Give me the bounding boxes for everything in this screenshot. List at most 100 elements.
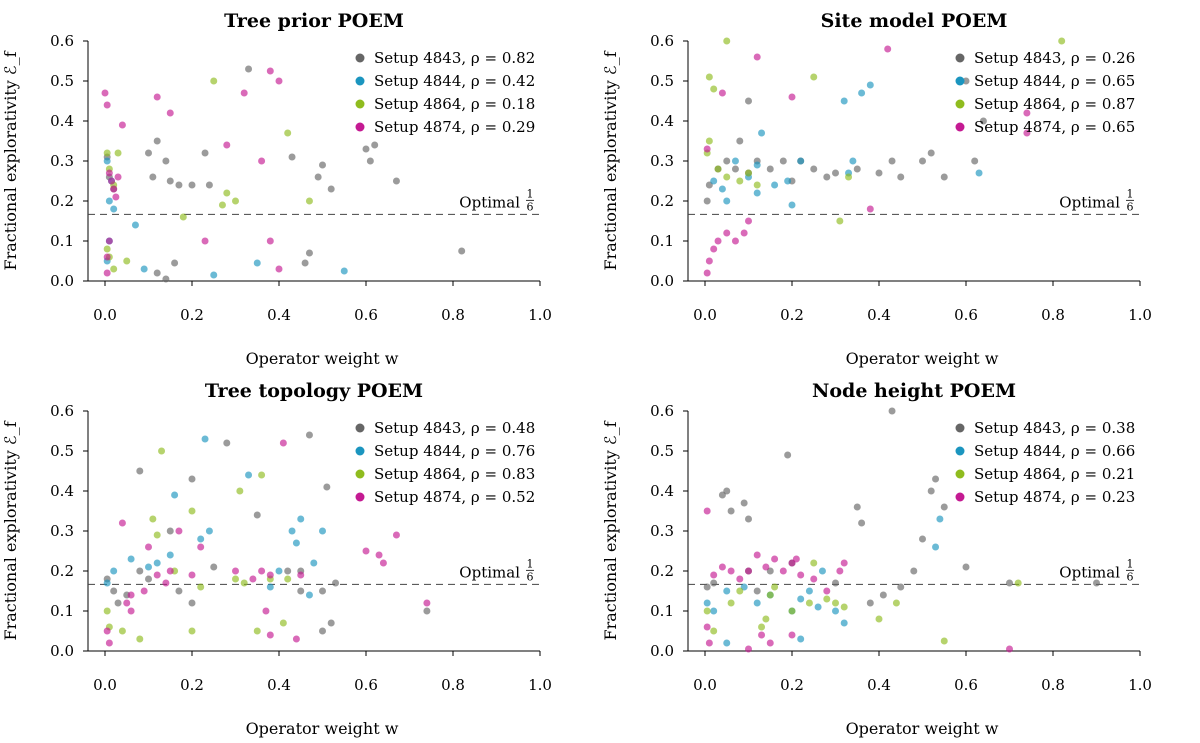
data-point [153, 571, 161, 579]
data-point [175, 527, 183, 535]
data-point [166, 567, 174, 575]
data-point [253, 259, 261, 267]
data-point [101, 89, 109, 97]
optimal-fraction-denominator: 6 [1127, 570, 1134, 583]
data-point [158, 447, 166, 455]
data-point [153, 137, 161, 145]
x-axis-label: Operator weight w [246, 349, 399, 368]
data-point [723, 639, 731, 647]
data-point [103, 269, 111, 277]
data-point [858, 89, 866, 97]
data-point [153, 531, 161, 539]
y-axis-label: Fractional explorativity ℰ_f [601, 50, 620, 270]
legend-marker [955, 53, 965, 63]
data-point [275, 567, 283, 575]
data-point [710, 177, 718, 185]
data-point [731, 157, 739, 165]
data-point [714, 237, 722, 245]
y-tick-label: 0.6 [50, 32, 74, 50]
data-point [266, 571, 274, 579]
data-point [888, 157, 896, 165]
data-point [1014, 579, 1022, 587]
data-point [762, 563, 770, 571]
chart-panel-3: Node height POEM 0.0 0.1 0.2 0.3 0.4 0.5 0.6 0.0… [601, 380, 1152, 738]
data-point [1093, 579, 1100, 587]
data-point [297, 571, 305, 579]
data-point [710, 85, 718, 93]
y-tick-label: 0.4 [50, 482, 74, 500]
data-point [140, 265, 148, 273]
data-point [179, 213, 187, 221]
data-point [284, 567, 292, 575]
legend-entry: Setup 4844, ρ = 0.76 [374, 442, 535, 460]
data-point [940, 503, 948, 511]
data-point [727, 507, 735, 515]
data-point [766, 639, 774, 647]
data-point [149, 515, 157, 523]
data-point [366, 157, 374, 165]
data-point [797, 157, 805, 165]
data-point [753, 53, 761, 61]
legend-entry: Setup 4844, ρ = 0.66 [974, 442, 1135, 460]
data-point [731, 237, 739, 245]
data-point [197, 583, 205, 591]
data-point [112, 193, 120, 201]
data-point [797, 571, 805, 579]
data-point [910, 567, 918, 575]
data-point [823, 173, 831, 181]
data-point [723, 487, 731, 495]
y-tick-label: 0.0 [50, 642, 74, 660]
data-point [853, 165, 861, 173]
data-point [753, 599, 761, 607]
y-tick-label: 0.3 [650, 522, 674, 540]
data-point [853, 503, 861, 511]
data-point [258, 157, 266, 165]
data-point [723, 229, 731, 237]
legend-entry: Setup 4874, ρ = 0.52 [374, 488, 535, 506]
data-point [223, 189, 231, 197]
y-tick-label: 0.6 [650, 402, 674, 420]
y-axis-label: Fractional explorativity ℰ_f [601, 420, 620, 640]
x-tick-label: 0.4 [867, 306, 891, 324]
data-point [705, 137, 713, 145]
optimal-fraction-numerator: 1 [527, 187, 534, 200]
data-point [1058, 37, 1066, 45]
data-point [245, 65, 253, 73]
optimal-fraction-numerator: 1 [1127, 557, 1134, 570]
data-point [332, 579, 340, 587]
legend-marker [355, 423, 365, 433]
data-point [145, 563, 152, 571]
data-point [823, 587, 831, 595]
legend-marker [955, 122, 965, 132]
y-tick-label: 0.6 [650, 32, 674, 50]
legend-marker [355, 122, 365, 132]
data-point [319, 587, 326, 595]
x-tick-label: 1.0 [1128, 676, 1152, 694]
optimal-fraction-denominator: 6 [1127, 200, 1134, 213]
data-point [784, 451, 792, 459]
data-point [166, 527, 174, 535]
y-tick-label: 0.2 [50, 562, 74, 580]
y-tick-label: 0.5 [50, 442, 74, 460]
data-point [136, 635, 144, 643]
y-tick-label: 0.3 [50, 522, 74, 540]
data-point [940, 637, 948, 645]
legend-marker [355, 53, 365, 63]
data-point [371, 141, 379, 149]
data-point [162, 579, 170, 587]
data-point [727, 599, 735, 607]
data-point [275, 265, 283, 273]
legend-entry: Setup 4874, ρ = 0.29 [374, 118, 535, 136]
data-point [288, 153, 296, 161]
optimal-fraction-numerator: 1 [527, 557, 534, 570]
legend-entry: Setup 4864, ρ = 0.21 [974, 465, 1135, 483]
chart-title: Node height POEM [812, 380, 1016, 402]
data-point [779, 567, 787, 575]
legend-entry: Setup 4843, ρ = 0.82 [374, 49, 535, 67]
data-point [105, 197, 113, 205]
data-point [736, 575, 744, 583]
data-point [232, 567, 239, 575]
data-point [166, 177, 174, 185]
data-point [927, 487, 935, 495]
data-point [236, 487, 244, 495]
